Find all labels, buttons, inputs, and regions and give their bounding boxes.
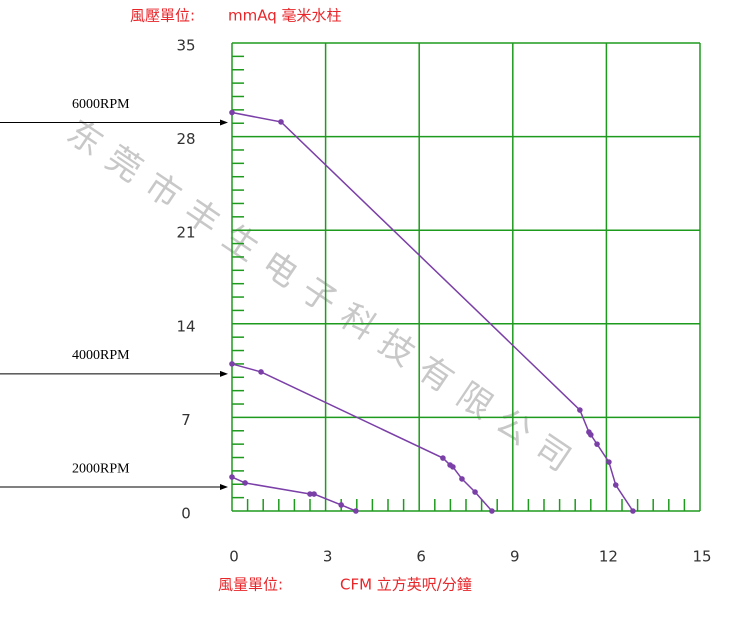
data-point [489, 508, 495, 514]
x-tick-label: 3 [323, 548, 333, 566]
data-point [588, 431, 594, 438]
x-tick-label: 15 [692, 548, 711, 566]
data-point [630, 508, 636, 514]
y-axis-label: 風壓單位: [130, 7, 195, 25]
x-axis-label: 風量單位: [218, 576, 283, 594]
y-tick-label: 14 [176, 317, 195, 335]
y-tick-label: 0 [181, 505, 191, 523]
y-axis-unit: mmAq 毫米水柱 [228, 7, 342, 25]
y-tick-label: 7 [181, 411, 191, 429]
data-point [472, 489, 478, 495]
arrow-head [220, 370, 228, 377]
data-point [229, 361, 235, 367]
data-point [278, 119, 284, 125]
y-tick-label: 35 [176, 37, 195, 55]
x-axis-unit: CFM 立方英呎/分鐘 [340, 576, 472, 594]
y-tick-label: 28 [176, 130, 195, 148]
x-tick-label: 0 [229, 548, 239, 566]
data-point [338, 502, 345, 508]
data-point [606, 459, 612, 465]
data-point [577, 407, 583, 413]
arrow-head [220, 484, 228, 491]
data-point [594, 441, 600, 447]
data-point [450, 464, 456, 470]
data-point [242, 480, 248, 486]
arrow-head [220, 119, 228, 126]
data-point [258, 369, 264, 375]
data-point [459, 476, 465, 482]
watermark: 东莞市丰生电子科技有限公司 [60, 112, 589, 487]
series-label: 6000RPM [72, 97, 130, 112]
data-point [353, 508, 359, 514]
data-point [229, 109, 235, 116]
x-tick-label: 12 [599, 548, 618, 566]
data-point [307, 491, 313, 497]
x-tick-label: 6 [416, 548, 426, 566]
x-tick-label: 9 [510, 548, 520, 566]
series-label: 2000RPM [72, 461, 130, 476]
data-point [440, 455, 446, 461]
data-point [311, 491, 317, 497]
data-point [229, 474, 235, 480]
data-point [612, 482, 619, 488]
series-label: 4000RPM [72, 348, 130, 363]
y-tick-label: 21 [176, 224, 195, 242]
